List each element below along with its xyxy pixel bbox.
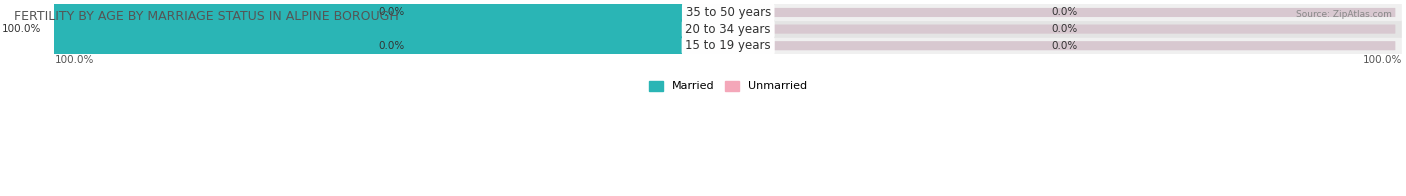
FancyBboxPatch shape	[60, 41, 728, 50]
Text: 20 to 34 years: 20 to 34 years	[685, 23, 770, 36]
FancyBboxPatch shape	[55, 20, 1402, 38]
Text: 0.0%: 0.0%	[378, 7, 405, 17]
Text: 35 to 50 years: 35 to 50 years	[686, 6, 770, 19]
Legend: Married, Unmarried: Married, Unmarried	[645, 76, 811, 96]
Text: 20 to 34 years: 20 to 34 years	[685, 23, 770, 36]
FancyBboxPatch shape	[55, 37, 1402, 54]
Text: 100.0%: 100.0%	[1, 24, 41, 34]
Text: 0.0%: 0.0%	[378, 41, 405, 51]
Text: Source: ZipAtlas.com: Source: ZipAtlas.com	[1296, 10, 1392, 19]
Text: 15 to 19 years: 15 to 19 years	[685, 39, 770, 52]
FancyBboxPatch shape	[60, 24, 728, 34]
Text: 15 to 19 years: 15 to 19 years	[685, 39, 770, 52]
FancyBboxPatch shape	[728, 8, 1395, 17]
FancyBboxPatch shape	[728, 41, 1395, 50]
FancyBboxPatch shape	[60, 24, 728, 34]
FancyBboxPatch shape	[728, 24, 1395, 34]
Text: 0.0%: 0.0%	[1052, 24, 1078, 34]
Text: FERTILITY BY AGE BY MARRIAGE STATUS IN ALPINE BOROUGH: FERTILITY BY AGE BY MARRIAGE STATUS IN A…	[14, 10, 399, 23]
FancyBboxPatch shape	[60, 8, 728, 17]
Text: 0.0%: 0.0%	[1052, 41, 1078, 51]
Text: 100.0%: 100.0%	[1362, 55, 1402, 65]
Text: 0.0%: 0.0%	[1052, 7, 1078, 17]
Text: 100.0%: 100.0%	[55, 55, 94, 65]
Text: 35 to 50 years: 35 to 50 years	[686, 6, 770, 19]
FancyBboxPatch shape	[41, 0, 741, 67]
FancyBboxPatch shape	[55, 4, 1402, 21]
